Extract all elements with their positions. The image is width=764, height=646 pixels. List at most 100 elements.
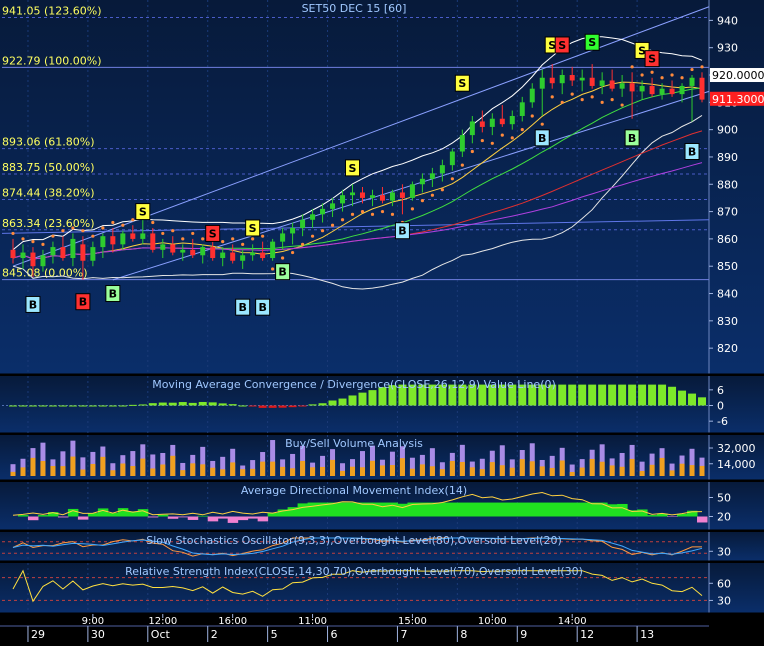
trade-signal-label: B	[258, 301, 266, 314]
candle-body[interactable]	[250, 253, 255, 256]
candle-body[interactable]	[410, 184, 415, 198]
main-chart-title: SET50 DEC 15 [60]	[302, 2, 407, 15]
parabolic-sar-dot	[301, 243, 304, 246]
candle-body[interactable]	[580, 78, 585, 81]
candle-body[interactable]	[290, 228, 295, 233]
candle-body[interactable]	[340, 195, 345, 203]
candle-body[interactable]	[550, 78, 555, 83]
macd-histogram-bar	[558, 385, 566, 406]
candle-body[interactable]	[320, 209, 325, 214]
macd-histogram-bar	[658, 385, 666, 406]
trade-signal-label: B	[29, 298, 37, 311]
candle-body[interactable]	[360, 192, 365, 197]
macd-histogram-bar	[618, 385, 626, 406]
candle-body[interactable]	[420, 179, 425, 184]
candle-body[interactable]	[240, 255, 245, 260]
volume-buy-bar	[640, 471, 645, 476]
candle-body[interactable]	[650, 86, 655, 94]
candle-body[interactable]	[30, 253, 35, 267]
macd-histogram-bar	[69, 406, 77, 407]
candle-body[interactable]	[10, 250, 15, 258]
candle-body[interactable]	[230, 253, 235, 261]
parabolic-sar-dot	[511, 136, 514, 139]
candle-body[interactable]	[60, 247, 65, 258]
candle-body[interactable]	[20, 253, 25, 258]
candle-body[interactable]	[510, 116, 515, 124]
candle-body[interactable]	[50, 247, 55, 255]
candle-body[interactable]	[260, 253, 265, 258]
candle-body[interactable]	[40, 255, 45, 266]
candle-body[interactable]	[150, 233, 155, 249]
adx-area-bar	[58, 517, 68, 518]
candle-body[interactable]	[310, 214, 315, 219]
candle-body[interactable]	[540, 78, 545, 89]
adx-area-bar	[328, 503, 338, 517]
trade-signal-label: S	[249, 222, 257, 235]
candle-body[interactable]	[590, 78, 595, 86]
candle-body[interactable]	[130, 233, 135, 238]
candle-body[interactable]	[460, 135, 465, 151]
candle-body[interactable]	[700, 78, 705, 100]
candle-body[interactable]	[280, 233, 285, 241]
candle-body[interactable]	[200, 247, 205, 255]
candle-body[interactable]	[170, 244, 175, 252]
candle-body[interactable]	[530, 89, 535, 103]
candle-body[interactable]	[330, 203, 335, 208]
candle-body[interactable]	[110, 236, 115, 244]
candle-body[interactable]	[140, 233, 145, 238]
adx-area-bar	[467, 503, 477, 517]
candle-body[interactable]	[570, 75, 575, 80]
candle-body[interactable]	[560, 75, 565, 83]
candle-body[interactable]	[120, 233, 125, 244]
candle-body[interactable]	[100, 236, 105, 247]
candle-body[interactable]	[620, 83, 625, 88]
candle-body[interactable]	[600, 80, 605, 85]
candle-body[interactable]	[500, 119, 505, 124]
candle-body[interactable]	[480, 121, 485, 126]
volume-buy-bar	[680, 464, 685, 476]
candle-body[interactable]	[80, 244, 85, 260]
candle-body[interactable]	[630, 83, 635, 91]
parabolic-sar-dot	[111, 221, 114, 224]
candle-body[interactable]	[690, 78, 695, 86]
candle-body[interactable]	[370, 195, 375, 198]
candle-body[interactable]	[90, 247, 95, 261]
candle-body[interactable]	[400, 192, 405, 197]
candle-body[interactable]	[520, 102, 525, 116]
candle-body[interactable]	[210, 247, 215, 258]
candle-body[interactable]	[670, 89, 675, 94]
candle-body[interactable]	[440, 165, 445, 173]
candle-body[interactable]	[300, 220, 305, 228]
y-axis-tick-label: 840	[717, 288, 738, 301]
candle-body[interactable]	[450, 151, 455, 165]
macd-histogram-bar	[169, 403, 177, 406]
candle-body[interactable]	[680, 86, 685, 94]
candle-body[interactable]	[70, 239, 75, 258]
candle-body[interactable]	[180, 250, 185, 253]
candle-body[interactable]	[660, 89, 665, 94]
candle-body[interactable]	[430, 173, 435, 178]
candle-body[interactable]	[270, 242, 275, 258]
candle-body[interactable]	[160, 244, 165, 249]
volume-buy-bar	[130, 466, 135, 476]
parabolic-sar-dot	[491, 142, 494, 145]
adx-area-bar	[437, 503, 447, 517]
candle-body[interactable]	[390, 192, 395, 200]
candle-body[interactable]	[190, 250, 195, 255]
indicator-title: Average Directional Movement Index(14)	[241, 484, 467, 497]
candle-body[interactable]	[220, 253, 225, 258]
candle-body[interactable]	[350, 192, 355, 195]
parabolic-sar-dot	[61, 229, 64, 232]
parabolic-sar-dot	[151, 221, 154, 224]
candle-body[interactable]	[640, 86, 645, 91]
volume-buy-bar	[290, 468, 295, 476]
candle-body[interactable]	[380, 195, 385, 200]
fibonacci-level-label: 893.06 (61.80%)	[2, 136, 95, 149]
macd-histogram-bar	[99, 406, 107, 407]
candle-body[interactable]	[610, 80, 615, 88]
candle-body[interactable]	[490, 119, 495, 127]
adx-area-bar	[377, 503, 387, 517]
candle-body[interactable]	[470, 121, 475, 135]
